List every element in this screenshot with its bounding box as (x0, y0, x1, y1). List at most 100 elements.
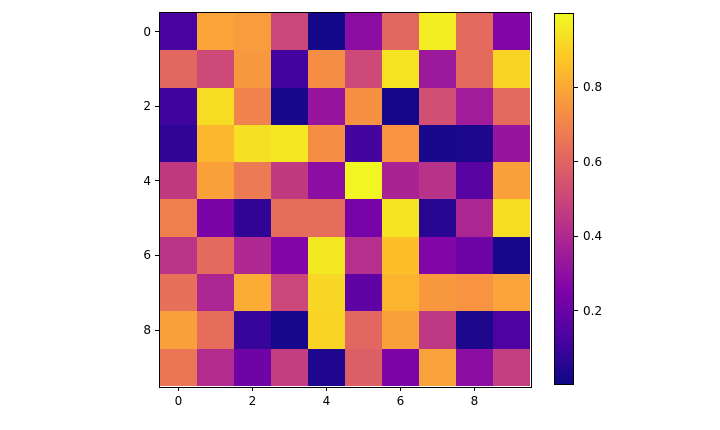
heatmap-cell (160, 311, 197, 349)
tick-mark (400, 387, 401, 391)
heatmap-cell (197, 124, 234, 163)
heatmap-cell (419, 50, 456, 88)
heatmap-cell (160, 87, 197, 125)
heatmap-cell (345, 274, 382, 312)
heatmap-cell (382, 124, 419, 163)
heatmap-cell (234, 236, 271, 275)
heatmap-cell (197, 274, 234, 312)
heatmap-cell (308, 311, 345, 349)
x-tick-label: 4 (322, 394, 331, 408)
heatmap-cell (234, 274, 271, 312)
heatmap-cell (160, 124, 197, 163)
heatmap-cell (160, 162, 197, 200)
y-tick-label: 0 (143, 24, 151, 39)
heatmap-cell (345, 236, 382, 275)
heatmap-cell (308, 162, 345, 200)
heatmap-cell (271, 50, 308, 88)
heatmap-cell (160, 13, 197, 51)
heatmap-cell (160, 236, 197, 275)
heatmap-cell (197, 236, 234, 275)
heatmap-cell (160, 274, 197, 312)
heatmap-cell (345, 87, 382, 125)
x-tick-label: 2 (248, 394, 257, 408)
heatmap-cell (382, 311, 419, 349)
heatmap-cell (197, 311, 234, 349)
heatmap-cell (456, 162, 493, 200)
heatmap-cell (419, 348, 456, 386)
heatmap-cell (271, 348, 308, 386)
heatmap-cell (345, 199, 382, 237)
heatmap-cell (493, 50, 530, 88)
heatmap-cell (419, 311, 456, 349)
y-tick-label: 2 (143, 99, 151, 114)
heatmap-cell (234, 199, 271, 237)
heatmap-cell (271, 162, 308, 200)
heatmap-cell (345, 50, 382, 88)
heatmap-cell (271, 13, 308, 51)
tick-mark (155, 329, 159, 331)
heatmap-cell (234, 124, 271, 163)
heatmap-cell (197, 87, 234, 125)
heatmap-cell (493, 236, 530, 275)
tick-mark (574, 161, 578, 163)
colorbar-tick-label: 0.4 (583, 229, 603, 244)
heatmap-cell (456, 236, 493, 275)
heatmap-cell (456, 50, 493, 88)
heatmap-cell (234, 13, 271, 51)
y-tick-label: 8 (143, 323, 151, 338)
heatmap-cell (160, 50, 197, 88)
heatmap-cell (234, 50, 271, 88)
heatmap-cell (308, 236, 345, 275)
heatmap-axes (160, 13, 530, 386)
tick-mark (155, 105, 159, 107)
heatmap-cell (271, 311, 308, 349)
heatmap-cell (493, 162, 530, 200)
heatmap-cell (197, 13, 234, 51)
tick-mark (155, 31, 159, 33)
tick-mark (574, 235, 578, 237)
tick-mark (155, 254, 159, 256)
heatmap-cell (345, 348, 382, 386)
heatmap-cell (456, 87, 493, 125)
heatmap-cell (234, 162, 271, 200)
heatmap-cell (271, 199, 308, 237)
heatmap-cell (382, 162, 419, 200)
heatmap-cell (419, 199, 456, 237)
heatmap-cell (271, 236, 308, 275)
tick-mark (574, 86, 578, 88)
heatmap-cell (456, 311, 493, 349)
y-tick-label: 6 (143, 248, 151, 263)
heatmap-cell (456, 199, 493, 237)
heatmap-cell (493, 348, 530, 386)
heatmap-cell (456, 348, 493, 386)
tick-mark (178, 387, 179, 391)
heatmap-cell (456, 13, 493, 51)
x-tick-label: 6 (396, 394, 405, 408)
heatmap-cell (493, 274, 530, 312)
heatmap-cell (456, 274, 493, 312)
heatmap-cell (493, 13, 530, 51)
heatmap-cell (382, 199, 419, 237)
heatmap-cell (419, 87, 456, 125)
heatmap-cell (382, 87, 419, 125)
heatmap-cell (308, 87, 345, 125)
heatmap-cell (493, 87, 530, 125)
heatmap-cell (456, 124, 493, 163)
heatmap-cell (197, 50, 234, 88)
tick-mark (474, 387, 475, 391)
heatmap-cell (382, 13, 419, 51)
tick-mark (252, 387, 253, 391)
heatmap-cell (493, 199, 530, 237)
y-tick-label: 4 (143, 173, 151, 188)
heatmap-cell (308, 274, 345, 312)
heatmap-cell (345, 124, 382, 163)
heatmap-cell (197, 162, 234, 200)
heatmap-cell (308, 50, 345, 88)
heatmap-cell (419, 13, 456, 51)
heatmap-cell (308, 199, 345, 237)
heatmap-cell (382, 348, 419, 386)
heatmap-cell (308, 348, 345, 386)
heatmap-cell (160, 199, 197, 237)
heatmap-cell (197, 199, 234, 237)
